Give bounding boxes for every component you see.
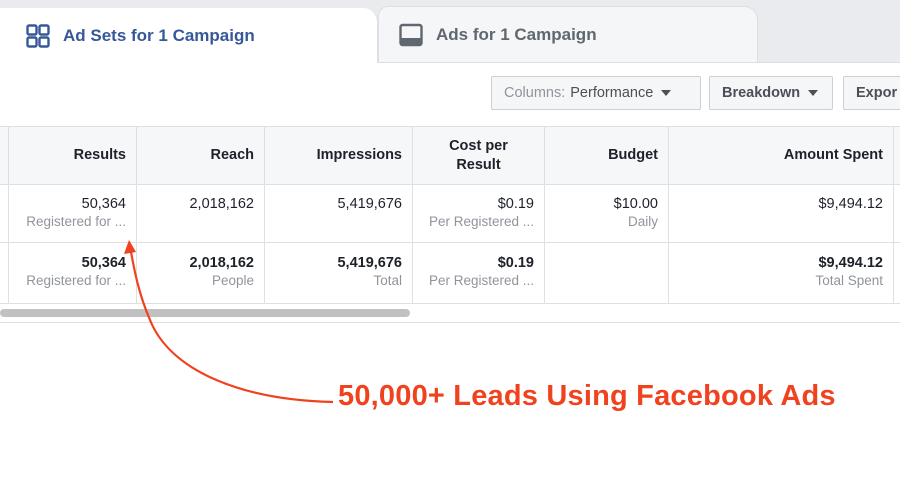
results-subtext: Registered for ... <box>26 214 126 229</box>
cell-amount-spent: $9,494.12 <box>669 185 894 242</box>
grid-icon <box>26 23 50 48</box>
spent-value: $9,494.12 <box>818 196 883 212</box>
header-cost-per-result[interactable]: Cost per Result <box>413 127 545 184</box>
header-impressions[interactable]: Impressions <box>265 127 413 184</box>
tab-ad-sets-label: Ad Sets for 1 Campaign <box>63 25 255 45</box>
reach-value: 2,018,162 <box>189 196 254 212</box>
total-results-value: 50,364 <box>81 255 126 271</box>
ad-preview-icon <box>399 23 423 47</box>
header-results-label: Results <box>73 147 126 163</box>
total-results-subtext: Registered for ... <box>26 273 126 288</box>
header-impressions-label: Impressions <box>316 147 402 163</box>
tab-ad-sets[interactable]: Ad Sets for 1 Campaign <box>0 8 378 63</box>
annotation-callout: 50,000+ Leads Using Facebook Ads <box>338 380 836 412</box>
breakdown-dropdown[interactable]: Breakdown <box>709 76 833 110</box>
cell-budget: $10.00 Daily <box>545 185 669 242</box>
total-amount-spent: $9,494.12 Total Spent <box>669 243 894 303</box>
cost-subtext: Per Registered ... <box>428 214 534 229</box>
tab-strip: Ad Sets for 1 Campaign Ads for 1 Campaig… <box>0 0 900 63</box>
table-cell <box>894 243 900 303</box>
header-cost-line2: Result <box>456 156 501 173</box>
cost-value: $0.19 <box>497 196 534 212</box>
header-results[interactable]: Results <box>9 127 137 184</box>
header-amount-spent[interactable]: Amount Spent <box>669 127 894 184</box>
total-cost-value: $0.19 <box>497 255 534 271</box>
header-reach[interactable]: Reach <box>137 127 265 184</box>
table-header-row: Results Reach Impressions Cost per Resul… <box>0 126 900 185</box>
tab-ads-label: Ads for 1 Campaign <box>436 24 597 44</box>
total-cost: $0.19 Per Registered ... <box>413 243 545 303</box>
table-row[interactable]: 50,364 Registered for ... 2,018,162 5,41… <box>0 185 900 243</box>
table-cell <box>0 243 9 303</box>
total-reach: 2,018,162 People <box>137 243 265 303</box>
table-total-row: 50,364 Registered for ... 2,018,162 Peop… <box>0 243 900 304</box>
total-cost-subtext: Per Registered ... <box>428 273 534 288</box>
table-cell <box>894 185 900 242</box>
header-budget-label: Budget <box>608 147 658 163</box>
total-spent-subtext: Total Spent <box>815 273 883 288</box>
cell-reach: 2,018,162 <box>137 185 265 242</box>
cell-cost: $0.19 Per Registered ... <box>413 185 545 242</box>
total-reach-subtext: People <box>211 273 254 288</box>
breakdown-label: Breakdown <box>722 85 801 101</box>
cell-results: 50,364 Registered for ... <box>9 185 137 242</box>
results-value: 50,364 <box>81 196 126 212</box>
cell-impressions: 5,419,676 <box>265 185 413 242</box>
total-impressions-subtext: Total <box>373 273 402 288</box>
chevron-down-icon <box>661 90 672 96</box>
export-button[interactable]: Expor <box>843 76 900 110</box>
header-amount-spent-label: Amount Spent <box>783 147 883 163</box>
tab-ads[interactable]: Ads for 1 Campaign <box>378 6 758 62</box>
total-budget <box>545 243 669 303</box>
horizontal-scrollbar[interactable] <box>0 309 410 317</box>
total-reach-value: 2,018,162 <box>189 255 254 271</box>
impressions-value: 5,419,676 <box>337 196 402 212</box>
export-label: Expor <box>856 85 898 101</box>
table-cell <box>0 185 9 242</box>
header-cost-per-result-label: Cost per Result <box>449 137 508 175</box>
table-header-cell <box>894 127 900 184</box>
total-impressions-value: 5,419,676 <box>337 255 402 271</box>
columns-dropdown[interactable]: Columns: Performance <box>491 76 701 110</box>
toolbar: Columns: Performance Breakdown Expor <box>0 76 900 112</box>
table-header-cell <box>0 127 9 184</box>
header-budget[interactable]: Budget <box>545 127 669 184</box>
total-results: 50,364 Registered for ... <box>9 243 137 303</box>
total-impressions: 5,419,676 Total <box>265 243 413 303</box>
budget-subtext: Daily <box>627 214 658 229</box>
columns-value: Performance <box>570 85 654 101</box>
total-spent-value: $9,494.12 <box>818 255 883 271</box>
chevron-down-icon <box>808 90 819 96</box>
divider <box>0 322 900 323</box>
header-cost-line1: Cost per <box>449 137 508 154</box>
header-reach-label: Reach <box>210 147 254 163</box>
columns-prefix: Columns: <box>504 85 566 101</box>
budget-value: $10.00 <box>613 196 658 212</box>
